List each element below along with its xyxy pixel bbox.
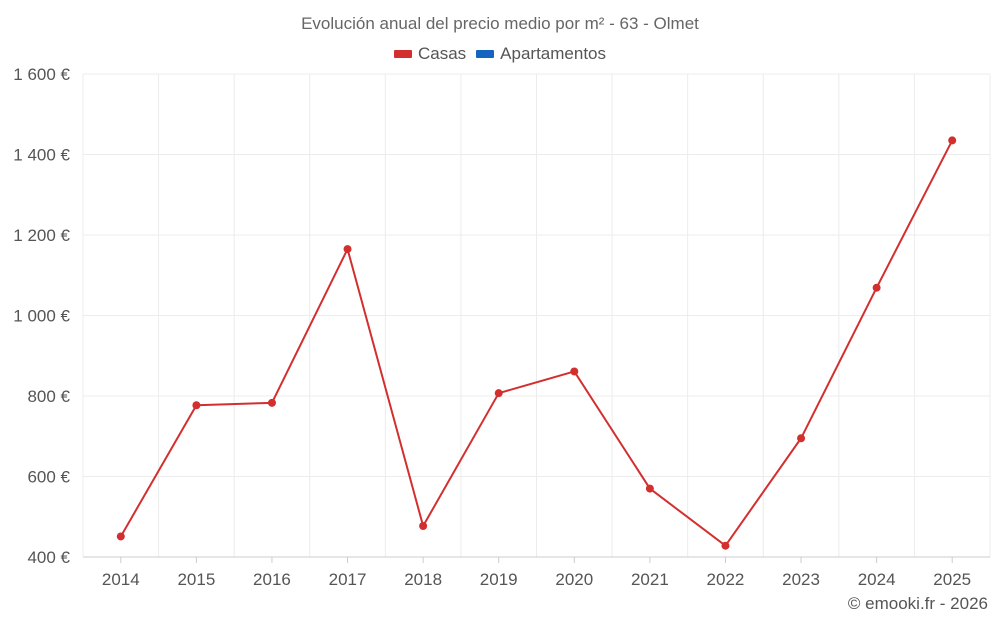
x-tick-label: 2018 bbox=[404, 570, 442, 589]
data-point bbox=[872, 283, 881, 292]
y-tick-label: 400 € bbox=[27, 548, 70, 567]
x-tick-label: 2020 bbox=[555, 570, 593, 589]
data-point bbox=[570, 367, 579, 376]
x-tick-label: 2014 bbox=[102, 570, 140, 589]
x-tick-label: 2023 bbox=[782, 570, 820, 589]
legend: Casas Apartamentos bbox=[0, 44, 1000, 64]
x-tick-label: 2015 bbox=[177, 570, 215, 589]
data-point bbox=[343, 245, 352, 254]
credit-text: © emooki.fr - 2026 bbox=[847, 594, 988, 613]
data-point bbox=[645, 484, 654, 493]
legend-label-apartamentos: Apartamentos bbox=[500, 44, 607, 63]
y-tick-label: 1 000 € bbox=[13, 307, 70, 326]
y-tick-label: 1 400 € bbox=[13, 146, 70, 165]
x-tick-label: 2016 bbox=[253, 570, 291, 589]
data-point bbox=[116, 532, 125, 541]
x-tick-label: 2024 bbox=[858, 570, 896, 589]
legend-label-casas: Casas bbox=[417, 44, 467, 63]
x-tick-label: 2025 bbox=[933, 570, 971, 589]
legend-item-apartamentos[interactable]: Apartamentos bbox=[476, 44, 606, 64]
x-tick-label: 2022 bbox=[707, 570, 745, 589]
legend-item-casas[interactable]: Casas bbox=[393, 44, 467, 64]
x-tick-label: 2017 bbox=[329, 570, 367, 589]
data-point bbox=[494, 389, 503, 398]
data-point bbox=[948, 136, 957, 145]
data-point bbox=[192, 401, 201, 410]
data-point bbox=[797, 434, 806, 443]
data-point bbox=[267, 398, 276, 407]
chart-title: Evolución anual del precio medio por m² … bbox=[301, 14, 699, 33]
y-tick-label: 600 € bbox=[27, 468, 70, 487]
y-tick-label: 800 € bbox=[27, 387, 70, 406]
y-tick-label: 1 600 € bbox=[13, 65, 70, 84]
y-tick-label: 1 200 € bbox=[13, 226, 70, 245]
data-point bbox=[721, 541, 730, 550]
x-tick-label: 2021 bbox=[631, 570, 669, 589]
legend-swatch-apartamentos bbox=[476, 50, 495, 58]
data-point bbox=[419, 522, 428, 531]
x-tick-label: 2019 bbox=[480, 570, 518, 589]
legend-swatch-casas bbox=[393, 50, 412, 58]
series-line-casas bbox=[119, 139, 954, 547]
